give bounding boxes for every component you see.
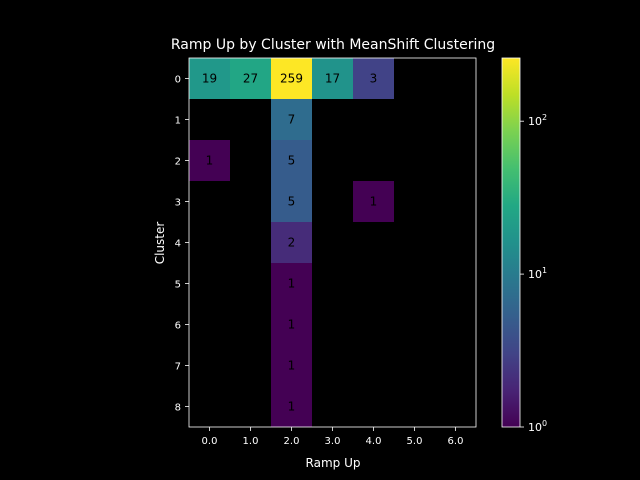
y-tick-label: 0	[175, 75, 181, 86]
y-tick-label: 2	[175, 157, 181, 168]
heatmap-cell	[353, 181, 394, 222]
cell-value-label: 1	[370, 195, 378, 209]
colorbar-tick-label: 101	[528, 266, 547, 281]
heatmap-cell	[189, 140, 230, 181]
colorbar-tick-label: 102	[528, 113, 547, 128]
plot-background	[189, 58, 476, 427]
heatmap-cell	[230, 58, 271, 99]
heatmap-cell	[271, 58, 312, 99]
y-axis-ticks: 0 1 2 3 4 5 6 7 8	[175, 75, 189, 414]
colorbar: 100 101 102	[501, 57, 547, 434]
cell-value-label: 1	[288, 359, 296, 373]
x-tick-label: 0.0	[202, 436, 218, 447]
cell-value-label: 5	[288, 154, 296, 168]
cell-value-label: 7	[288, 113, 296, 127]
y-tick-label: 1	[175, 116, 181, 127]
cell-value-label: 1	[288, 277, 296, 291]
y-tick-label: 4	[175, 239, 181, 250]
y-tick-label: 8	[175, 403, 181, 414]
x-axis-ticks: 0.0 1.0 2.0 3.0 4.0 5.0 6.0	[202, 427, 464, 447]
y-tick-label: 6	[175, 321, 181, 332]
chart-title: Ramp Up by Cluster with MeanShift Cluste…	[171, 37, 495, 53]
cell-value-label: 2	[288, 236, 296, 250]
heatmap-cell	[271, 181, 312, 222]
heatmap-cell	[312, 58, 353, 99]
cell-value-label: 1	[206, 154, 214, 168]
x-tick-label: 4.0	[366, 436, 382, 447]
heatmap-cell	[353, 58, 394, 99]
heatmap-cell	[271, 386, 312, 427]
heatmap-cell	[271, 345, 312, 386]
heatmap-cell	[271, 222, 312, 263]
y-tick-label: 5	[175, 280, 181, 291]
y-axis-label: Cluster	[153, 222, 167, 265]
heatmap-cell	[271, 99, 312, 140]
cell-value-label: 1	[288, 318, 296, 332]
cell-value-label: 5	[288, 195, 296, 209]
x-tick-label: 5.0	[407, 436, 423, 447]
heatmap-cells: 19 27 259 17 3 7 1 5 5 1 2 1 1 1 1	[188, 57, 477, 428]
x-tick-label: 2.0	[284, 436, 300, 447]
heatmap-cell	[189, 58, 230, 99]
x-axis-label: Ramp Up	[306, 456, 361, 470]
heatmap-cell	[271, 140, 312, 181]
cell-value-label: 19	[202, 72, 217, 86]
x-tick-label: 6.0	[448, 436, 464, 447]
cell-value-label: 259	[280, 72, 303, 86]
x-tick-label: 1.0	[243, 436, 259, 447]
heatmap-cell	[271, 263, 312, 304]
y-tick-label: 7	[175, 362, 181, 373]
y-tick-label: 3	[175, 198, 181, 209]
cell-value-label: 27	[243, 72, 258, 86]
heatmap-cell	[271, 304, 312, 345]
cell-value-label: 1	[288, 400, 296, 414]
cell-value-label: 3	[370, 72, 378, 86]
colorbar-tick-label: 100	[528, 419, 547, 434]
x-tick-label: 3.0	[325, 436, 341, 447]
colorbar-gradient	[501, 57, 521, 428]
cell-value-label: 17	[325, 72, 340, 86]
